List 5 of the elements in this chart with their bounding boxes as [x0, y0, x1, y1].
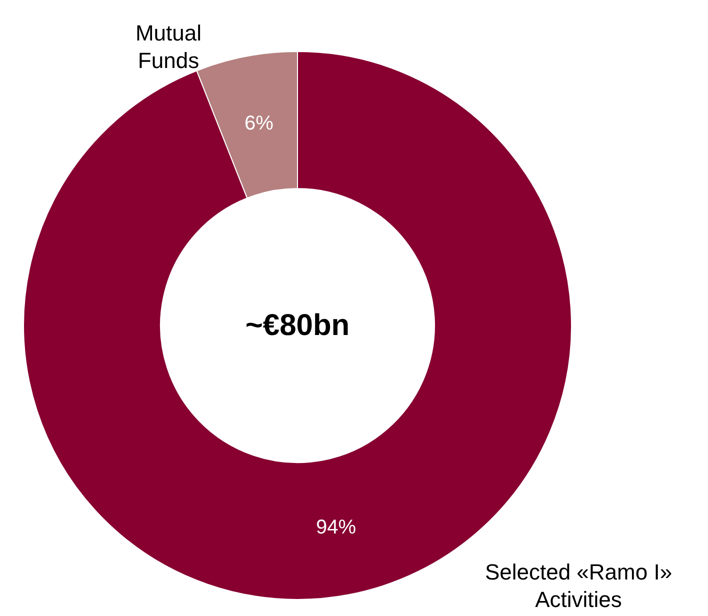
data-label: 6%: [244, 112, 274, 135]
slice-label: Mutual Funds: [135, 20, 202, 73]
text: ~€80bn: [245, 309, 350, 342]
data-label: 94%: [316, 516, 356, 538]
slice-label: Selected «Ramo I» Activities: [484, 559, 672, 612]
